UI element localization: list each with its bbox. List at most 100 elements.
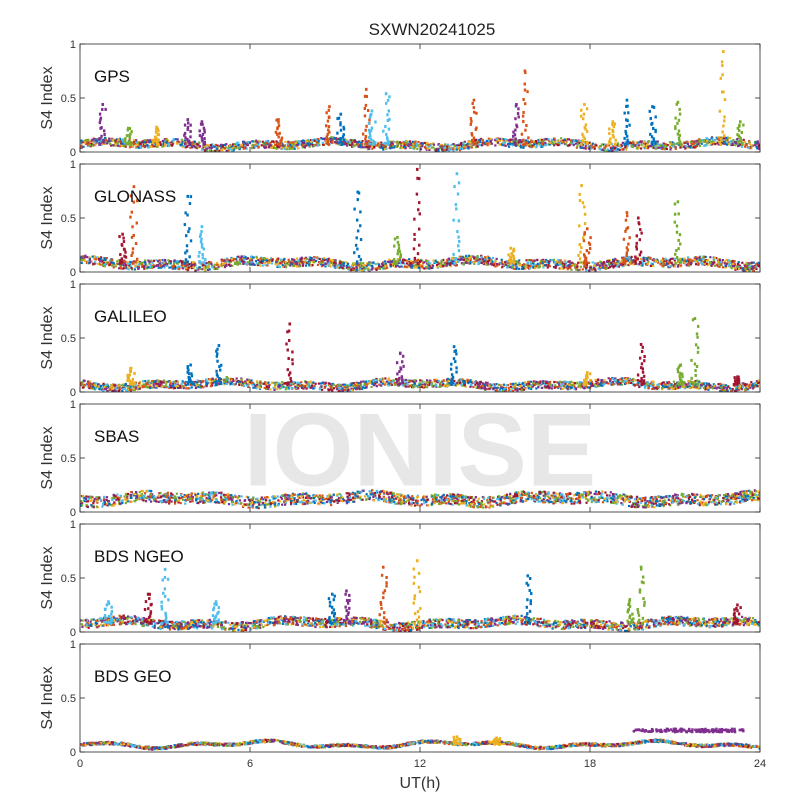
data-point (466, 259, 468, 261)
data-point (473, 257, 475, 259)
data-point (121, 145, 123, 147)
data-point (650, 265, 652, 267)
data-point (257, 146, 259, 148)
data-point (327, 262, 329, 264)
data-point (268, 262, 270, 264)
data-point (271, 262, 273, 264)
data-point (645, 147, 647, 149)
data-point (748, 147, 750, 149)
data-point (330, 138, 332, 140)
spike-point (393, 245, 395, 248)
spike-point (325, 111, 327, 114)
spike-point (650, 117, 652, 120)
data-point (506, 266, 508, 268)
spike-point (723, 119, 725, 122)
data-point (346, 265, 348, 267)
data-point (264, 258, 266, 260)
data-point (317, 264, 319, 266)
data-point (486, 140, 488, 142)
spike-point (357, 229, 359, 232)
spike-point (723, 115, 725, 118)
data-point (298, 140, 300, 142)
data-point (649, 257, 651, 259)
data-point (245, 263, 247, 265)
data-point (244, 142, 246, 144)
spike-point (473, 106, 475, 109)
spike-point (187, 230, 189, 233)
data-point (137, 260, 139, 262)
data-point (459, 259, 461, 261)
data-point (173, 263, 175, 265)
data-point (286, 147, 288, 149)
data-point (352, 269, 354, 271)
data-point (520, 145, 522, 147)
data-point (593, 265, 595, 267)
spike-point (418, 228, 420, 231)
spike-point (189, 135, 191, 138)
spike-point (129, 216, 131, 219)
spike-peak (586, 227, 589, 230)
data-point (747, 268, 749, 270)
spike-point (518, 139, 520, 142)
data-point (427, 261, 429, 263)
data-point (541, 387, 543, 389)
spike-point (521, 133, 523, 136)
spike-point (586, 107, 588, 110)
spike-point (185, 258, 187, 261)
data-point (714, 265, 716, 267)
data-point (364, 268, 366, 270)
spike-point (627, 243, 629, 246)
data-point (181, 261, 183, 263)
y-axis-label: S4 Index (39, 66, 56, 129)
spike-point (100, 126, 102, 129)
data-point (547, 266, 549, 268)
spike-peak (722, 50, 725, 53)
data-point (263, 146, 265, 148)
data-point (732, 139, 734, 141)
spike-point (579, 199, 581, 202)
spike-peak (626, 99, 629, 102)
spike-point (374, 120, 376, 123)
spike-point (649, 110, 651, 113)
data-point (336, 264, 338, 266)
data-point (209, 268, 211, 270)
data-point (335, 137, 337, 139)
spike-point (524, 89, 526, 92)
spike-point (652, 127, 654, 130)
data-point (282, 145, 284, 147)
spike-point (675, 249, 677, 252)
data-point (413, 267, 415, 269)
data-point (451, 257, 453, 259)
data-point (143, 141, 145, 143)
spike-point (586, 249, 588, 252)
data-point (302, 263, 304, 265)
data-point (311, 385, 313, 387)
spike-peak (121, 233, 124, 236)
data-point (143, 266, 145, 268)
data-point (751, 265, 753, 267)
data-point (264, 264, 266, 266)
data-point (521, 268, 523, 270)
spike-peak (356, 191, 359, 194)
data-point (714, 257, 716, 259)
data-point (375, 269, 377, 271)
data-point (147, 266, 149, 268)
data-point (308, 263, 310, 265)
data-point (640, 258, 642, 260)
spike-point (517, 112, 519, 115)
data-point (222, 263, 224, 265)
spike-point (674, 221, 676, 224)
data-point (403, 259, 405, 261)
data-point (395, 265, 397, 267)
data-point (375, 263, 377, 265)
spike-point (721, 73, 723, 76)
spike-point (457, 244, 459, 247)
spike-point (609, 137, 611, 140)
data-point (164, 145, 166, 147)
data-point (109, 143, 111, 145)
data-point (723, 141, 725, 143)
data-point (211, 147, 213, 149)
data-point (319, 262, 321, 264)
spike-point (190, 239, 192, 242)
data-point (741, 146, 743, 148)
